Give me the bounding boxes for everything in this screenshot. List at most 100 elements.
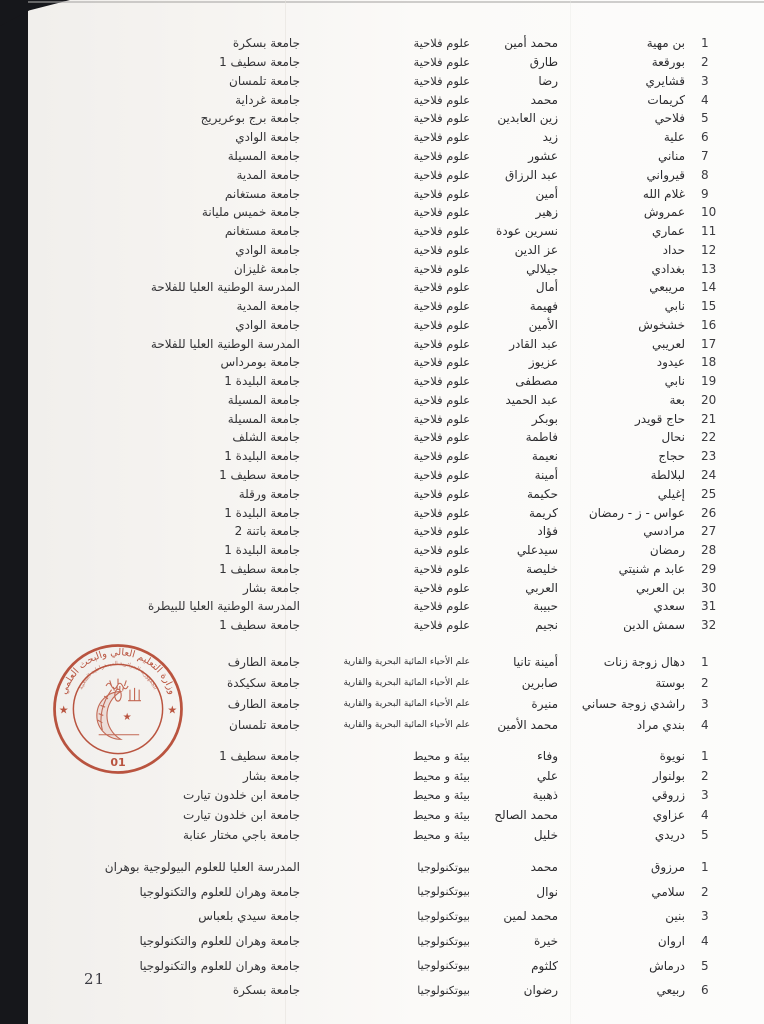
table-row: 18 عيدود عزيوز علوم فلاحية جامعة بومرداس — [42, 353, 720, 372]
university: جامعة سكيكدة — [226, 675, 300, 690]
first-name: كريمة — [528, 505, 558, 520]
university: جامعة البليدة 1 — [224, 543, 300, 558]
family-name: حداد — [662, 242, 685, 257]
specialty: علوم فلاحية — [413, 130, 471, 145]
table-row: 19 نابي مصطفى علوم فلاحية جامعة البليدة 1 — [42, 372, 720, 391]
family-name: عماري — [652, 224, 685, 239]
section-biotechnology: 1 مرزوق محمد بيوتكنولوجيا المدرسة العليا للع… — [42, 855, 720, 1003]
row-number: 11 — [701, 224, 717, 239]
family-name: كريمات — [647, 92, 685, 107]
family-name: نحال — [661, 430, 685, 445]
table-row: 7 مناني عشور علوم فلاحية جامعة المسيلة — [42, 147, 720, 166]
specialty: بيئة و محيط — [412, 788, 470, 803]
table-row: 1 مرزوق محمد بيوتكنولوجيا المدرسة العليا للع… — [42, 855, 720, 880]
family-name: عزاوي — [652, 808, 685, 823]
table-row: 27 مرادسي فؤاد علوم فلاحية جامعة باتنة 2 — [42, 522, 720, 541]
table-row: 2 بولنوار علي بيئة و محيط جامعة بشار — [42, 766, 720, 786]
first-name: زيد — [542, 130, 558, 145]
table-row: 3 قشايري رضا علوم فلاحية جامعة تلمسان — [42, 72, 720, 91]
family-name: مناني — [657, 148, 685, 163]
family-name: سمش الدين — [623, 618, 685, 633]
family-name: راشدي زوجة حساني — [581, 696, 685, 711]
specialty: علوم فلاحية — [413, 167, 471, 182]
first-name: صابرين — [521, 675, 558, 690]
row-number: 10 — [701, 205, 717, 220]
family-name: مريبعي — [649, 280, 685, 295]
first-name: زهير — [535, 205, 558, 220]
first-name: محمد لمين — [503, 909, 558, 924]
row-number: 2 — [701, 675, 709, 690]
first-name: عزيوز — [528, 355, 558, 370]
specialty: علوم فلاحية — [413, 73, 471, 88]
row-number: 9 — [701, 186, 709, 201]
first-name: أمال — [535, 280, 558, 295]
row-number: 3 — [701, 696, 709, 711]
first-name: محمد — [530, 92, 558, 107]
specialty: علوم فلاحية — [413, 299, 471, 314]
family-name: رمضان — [649, 543, 685, 558]
specialty: علوم فلاحية — [413, 543, 471, 558]
university: جامعة المدية — [236, 299, 300, 314]
scan-crease — [285, 0, 286, 1024]
family-name: عمروش — [643, 205, 685, 220]
row-number: 25 — [701, 486, 717, 501]
row-number: 3 — [701, 788, 709, 803]
first-name: حكيمة — [526, 486, 558, 501]
stamp-outer-ring — [53, 644, 183, 774]
first-name: بوبكر — [531, 411, 558, 426]
family-name: ربيعي — [656, 983, 685, 998]
university: جامعة باتنة 2 — [234, 524, 300, 539]
first-name: جيلالي — [526, 261, 558, 276]
first-name: فاطمة — [525, 430, 558, 445]
specialty: علم الأحياء المائية البحرية والقارية — [343, 677, 470, 688]
row-number: 22 — [701, 430, 717, 445]
row-number: 4 — [701, 934, 709, 949]
specialty: علوم فلاحية — [413, 355, 471, 370]
section-aquatic-biology: 1 دهال زوجة زنات أمينة تانيا علم الأحياء ال… — [42, 651, 720, 735]
specialty: علم الأحياء المائية البحرية والقارية — [343, 656, 470, 667]
family-name: عواس - ز - رمضان — [588, 505, 685, 520]
first-name: العربي — [525, 580, 558, 595]
family-name: نابي — [664, 299, 685, 314]
first-name: خليصة — [526, 561, 558, 576]
family-name: مرادسي — [643, 524, 685, 539]
family-name: لبلالطة — [650, 467, 685, 482]
first-name: منيرة — [531, 696, 558, 711]
university: جامعة وهران للعلوم والتكنولوجيا — [139, 958, 300, 973]
row-number: 28 — [701, 543, 717, 558]
family-name: بغدادي — [651, 261, 686, 276]
row-number: 1 — [701, 36, 709, 51]
specialty: علوم فلاحية — [413, 111, 471, 126]
specialty: علوم فلاحية — [413, 317, 471, 332]
university: جامعة المسيلة — [227, 392, 300, 407]
star-icon: ★ — [59, 704, 69, 717]
row-number: 1 — [701, 748, 709, 763]
table-row: 22 نحال فاطمة علوم فلاحية جامعة الشلف — [42, 428, 720, 447]
specialty: علوم فلاحية — [413, 449, 471, 464]
row-number: 4 — [701, 808, 709, 823]
university: جامعة سطيف 1 — [219, 561, 300, 576]
specialty: علوم فلاحية — [413, 580, 471, 595]
family-name: بندي مراد — [636, 717, 685, 732]
specialty: علوم فلاحية — [413, 242, 471, 257]
family-name: بن مهية — [646, 36, 685, 51]
specialty: علوم فلاحية — [413, 261, 471, 276]
university: جامعة خميس مليانة — [201, 205, 300, 220]
specialty: علوم فلاحية — [413, 599, 471, 614]
family-name: بنين — [665, 909, 685, 924]
specialty: بيئة و محيط — [412, 768, 470, 783]
specialty: علوم فلاحية — [413, 148, 471, 163]
university: جامعة الطارف — [227, 696, 300, 711]
university: المدرسة العليا للعلوم البيولوجية بوهران — [104, 860, 300, 875]
specialty: علم الأحياء المائية البحرية والقارية — [343, 698, 470, 709]
university: جامعة بومرداس — [220, 355, 300, 370]
specialty: علوم فلاحية — [413, 92, 471, 107]
family-name: بورقعة — [651, 55, 685, 70]
first-name: نعيمة — [531, 449, 558, 464]
family-name: زروقي — [651, 788, 685, 803]
table-row: 2 بورقعة طارق علوم فلاحية جامعة سطيف 1 — [42, 53, 720, 72]
specialty: علوم فلاحية — [413, 186, 471, 201]
row-number: 23 — [701, 449, 717, 464]
university: جامعة بشار — [242, 768, 300, 783]
table-row: 30 بن العربي العربي علوم فلاحية جامعة بشار — [42, 578, 720, 597]
